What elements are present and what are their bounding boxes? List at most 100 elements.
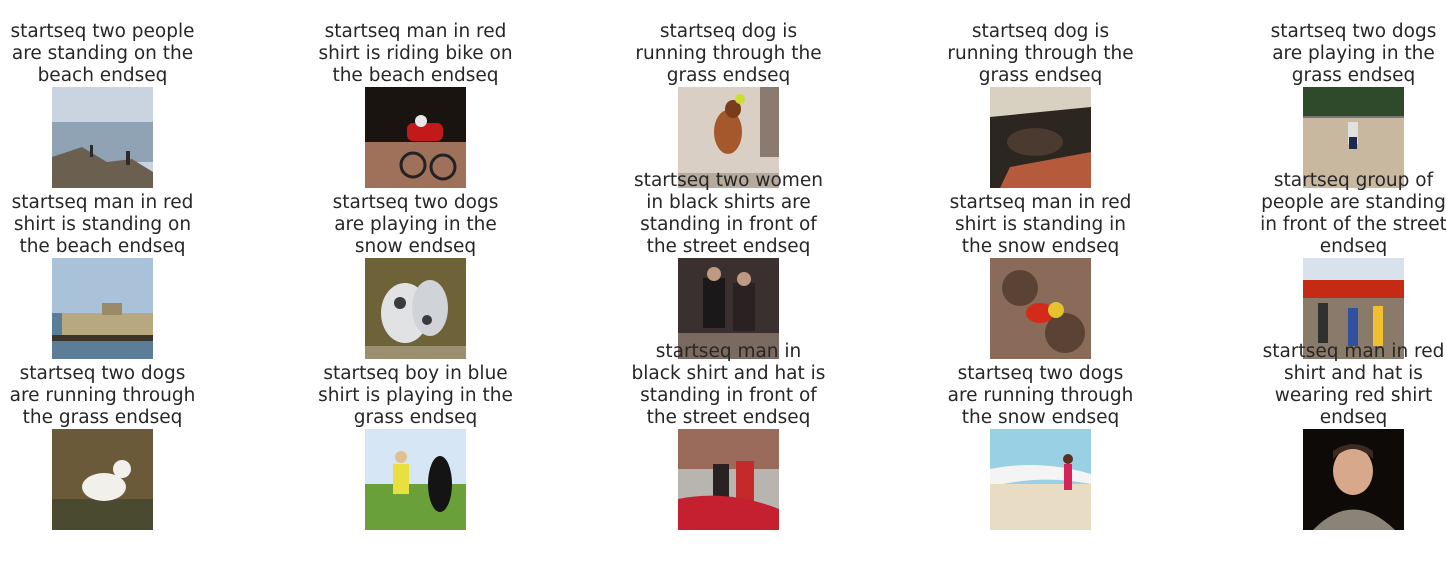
grid-cell: startseq man in black shirt and hat is s… [632, 341, 825, 530]
photo-illustration [365, 87, 466, 188]
ground [52, 499, 153, 530]
pier [62, 313, 153, 335]
girl-swimsuit [1064, 464, 1072, 490]
photo-rock-climber [990, 258, 1091, 359]
person [90, 145, 93, 157]
grid-cell: startseq two dogs are playing in the sno… [333, 192, 498, 359]
photo-bmx-rider [365, 87, 466, 188]
grid-cell: startseq two people are standing on the … [10, 21, 195, 188]
person-shirt [393, 464, 409, 494]
curtain [760, 87, 779, 157]
grid-cell: startseq two dogs are playing in the gra… [1271, 21, 1436, 188]
face [1333, 447, 1373, 495]
photo-illustration [52, 429, 153, 530]
image-caption: startseq two dogs are playing in the gra… [1270, 21, 1437, 86]
photo-illustration [1303, 258, 1404, 359]
image-caption: startseq boy in blue shirt is playing in… [318, 363, 513, 428]
climber-shirt [1026, 303, 1054, 323]
sand [990, 484, 1091, 530]
person [733, 283, 755, 331]
photo-illustration [52, 258, 153, 359]
shirt [1313, 509, 1395, 530]
ball [735, 94, 745, 104]
photo-two-people-stage [678, 258, 779, 359]
grid-cell: startseq dog is running through the gras… [947, 21, 1134, 188]
photo-baseball-field [1303, 87, 1404, 188]
person [703, 278, 725, 328]
wheel [429, 153, 457, 181]
photo-illustration [678, 429, 779, 530]
photo-couple-red-car [678, 429, 779, 530]
dog-head [1007, 128, 1063, 156]
photo-man-portrait [1303, 429, 1404, 530]
player [1348, 122, 1358, 144]
photo-illustration [365, 429, 466, 530]
person [1348, 308, 1358, 346]
person [126, 151, 130, 165]
photo-pier-water [52, 258, 153, 359]
head [395, 451, 407, 463]
rider-shirt [407, 123, 443, 141]
grid-cell: startseq boy in blue shirt is playing in… [318, 363, 513, 530]
dirt [365, 142, 466, 188]
photo-street-crowd [1303, 258, 1404, 359]
storefront-sign [1303, 280, 1404, 298]
grid-cell: startseq man in red shirt is standing on… [12, 192, 193, 359]
photo-illustration [365, 258, 466, 359]
photo-illustration [52, 87, 153, 188]
photo-illustration [990, 258, 1091, 359]
image-caption: startseq two dogs are playing in the sno… [332, 192, 499, 257]
dog-body [714, 110, 742, 154]
cliff [52, 147, 153, 188]
spot [394, 297, 406, 309]
floor [678, 173, 779, 188]
dog-body [82, 473, 126, 501]
helmet [415, 115, 427, 127]
grid-cell: startseq group of people are standing in… [1260, 170, 1446, 359]
photo-illustration [1303, 429, 1404, 530]
player-pants [1349, 137, 1357, 149]
black-dog [428, 456, 452, 512]
wheel [399, 151, 427, 179]
building [678, 429, 779, 469]
grid-cell: startseq man in red shirt is riding bike… [318, 21, 513, 188]
structure [102, 303, 122, 315]
grid-cell: startseq man in red shirt is standing in… [950, 192, 1131, 359]
person [1373, 306, 1383, 346]
image-caption: startseq man in red shirt is standing in… [949, 192, 1132, 257]
image-caption: startseq two people are standing on the … [10, 21, 195, 86]
photo-dog-in-car [990, 87, 1091, 188]
grid-cell: startseq two dogs are running through th… [10, 363, 195, 530]
image-caption: startseq dog is running through the gras… [635, 21, 822, 86]
hair [1333, 444, 1373, 459]
helmet [1048, 302, 1064, 318]
rock [1002, 270, 1038, 306]
floor [678, 333, 779, 359]
grid-cell: startseq man in red shirt and hat is wea… [1263, 341, 1444, 530]
photo-beach-girl [990, 429, 1091, 530]
head [1063, 454, 1073, 464]
photo-illustration [990, 429, 1091, 530]
head [707, 267, 721, 281]
grid-cell: startseq dog is running through the gras… [635, 21, 822, 188]
image-caption: startseq man in red shirt is standing on… [11, 192, 194, 257]
photo-illustration [1303, 87, 1404, 188]
head [737, 272, 751, 286]
image-caption: startseq group of people are standing in… [1260, 170, 1446, 257]
blanket [1000, 152, 1091, 188]
spot [422, 315, 432, 325]
photo-jumping-brown-dog [678, 87, 779, 188]
image-caption: startseq man in black shirt and hat is s… [631, 341, 826, 428]
photo-kneeling-person-dog [365, 429, 466, 530]
rock [1045, 313, 1085, 353]
dog-head [725, 100, 741, 118]
photo-illustration [678, 258, 779, 359]
image-caption: startseq dog is running through the gras… [947, 21, 1134, 86]
ground [365, 346, 466, 359]
image-caption: startseq two women in black shirts are s… [634, 170, 823, 257]
dog-head [113, 460, 131, 478]
woman [713, 464, 729, 504]
image-caption: startseq two dogs are running through th… [9, 363, 196, 428]
red-car [678, 495, 779, 530]
